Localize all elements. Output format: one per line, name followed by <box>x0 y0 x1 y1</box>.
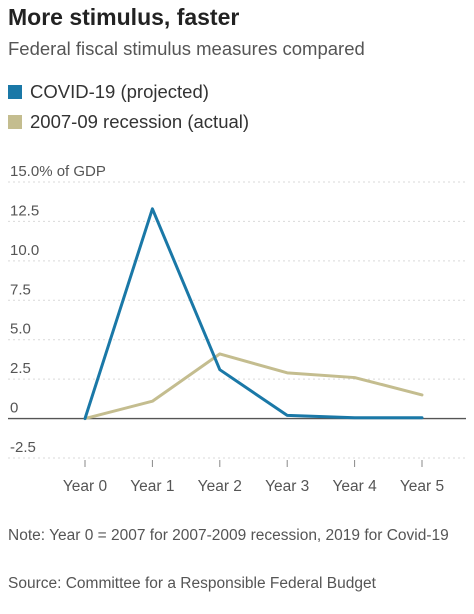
x-tick-label: Year 3 <box>265 478 309 495</box>
y-tick-label: 12.5 <box>10 202 39 219</box>
y-tick-label: 5.0 <box>10 321 31 338</box>
chart-subtitle: Federal fiscal stimulus measures compare… <box>8 38 365 59</box>
x-tick-label: Year 0 <box>63 478 108 495</box>
y-tick-label: 7.5 <box>10 281 31 298</box>
line-chart: 15.0% of GDP 12.5 10.0 7.5 5.0 2.5 0 -2.5 Year 0… <box>8 163 466 495</box>
chart-title: More stimulus, faster <box>8 4 240 30</box>
y-tick-label: 10.0 <box>10 242 39 259</box>
legend-swatch-covid <box>8 85 22 99</box>
y-tick-label: -2.5 <box>10 439 36 456</box>
legend-item-covid: COVID-19 (projected) <box>8 81 209 103</box>
x-tick-label: Year 4 <box>332 478 377 495</box>
legend-label-recession: 2007-09 recession (actual) <box>30 111 250 132</box>
x-tick-label: Year 1 <box>130 478 174 495</box>
legend-label-covid: COVID-19 (projected) <box>30 81 209 102</box>
x-tick-label: Year 5 <box>400 478 444 495</box>
legend-item-recession: 2007-09 recession (actual) <box>8 111 249 133</box>
y-tick-label: 0 <box>10 400 18 417</box>
legend-swatch-recession <box>8 115 22 129</box>
y-tick-label: 15.0% of GDP <box>10 163 106 180</box>
series-line-recession <box>83 352 424 421</box>
chart-source: Source: Committee for a Responsible Fede… <box>8 575 376 592</box>
y-tick-label: 2.5 <box>10 360 31 377</box>
x-tick-label: Year 2 <box>198 478 242 495</box>
chart-note: Note: Year 0 = 2007 for 2007-2009 recess… <box>8 527 449 544</box>
series-line-covid <box>83 207 424 421</box>
